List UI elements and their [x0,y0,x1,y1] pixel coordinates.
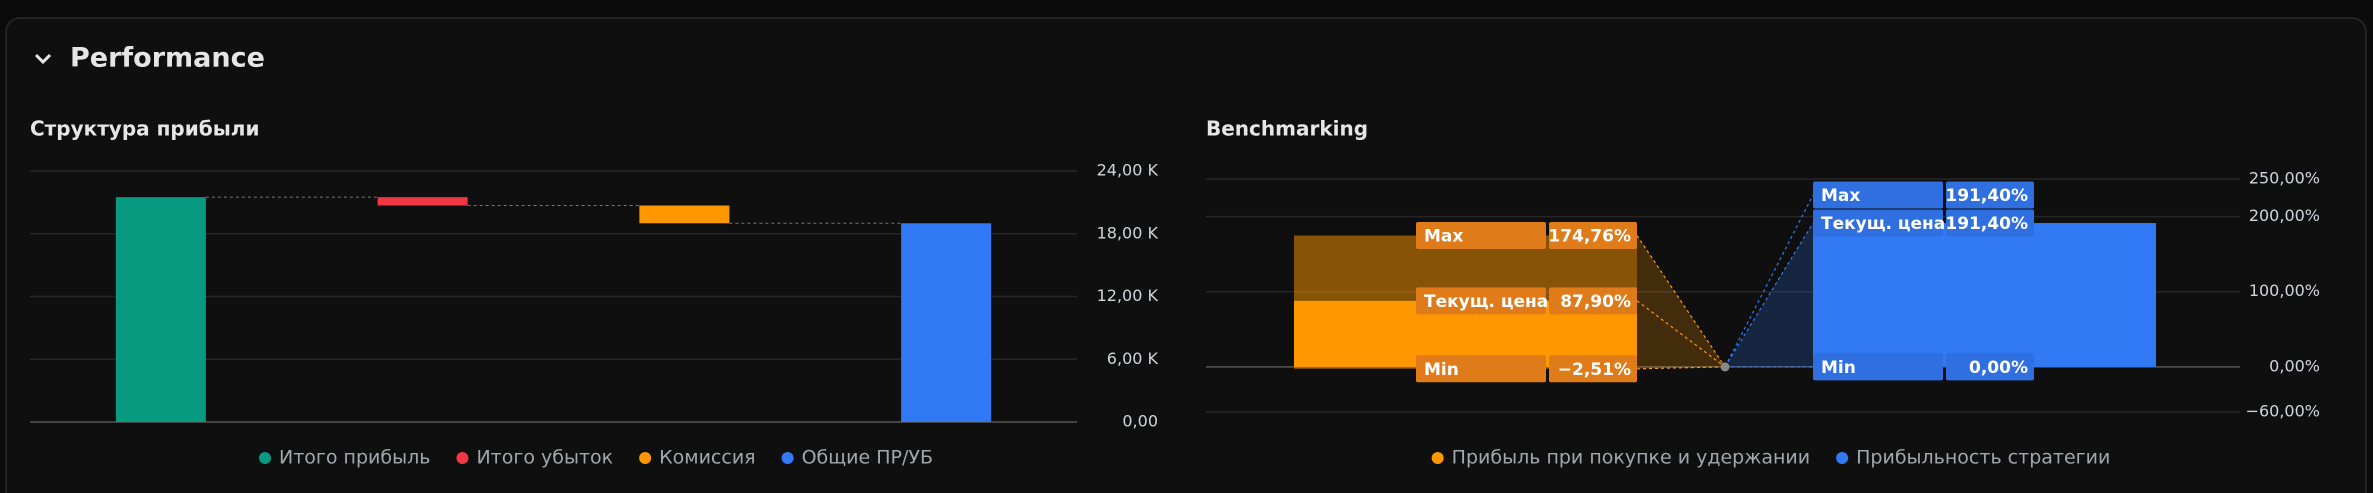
bar [115,197,206,422]
bar [377,197,468,206]
y-tick-label: 0,00% [2269,356,2320,375]
stat-value-box [1549,222,1637,250]
legend-label: Общие ПР/УБ [802,447,933,469]
y-tick-label: 6,00 K [1107,349,1159,368]
current-bar [1813,223,2156,367]
stat-value: 191,40% [1945,214,2028,234]
zero-dot [1720,362,1730,372]
stat-value: 0,00% [1969,358,2028,378]
link-line [1724,194,1814,368]
y-tick-label: 24,00 K [1097,161,1159,180]
stat-value-box [1549,287,1637,315]
y-tick-label: −60,00% [2246,402,2320,421]
bar [639,205,730,224]
link-line [1636,366,1726,370]
stat-value-box [1946,209,2034,237]
y-tick-label: 250,00% [2249,169,2320,188]
stat-value-box [1549,355,1637,383]
stat-value: 174,76% [1548,227,1631,247]
legend-dot [1431,452,1444,464]
legend-label: Итого прибыль [279,447,430,469]
y-tick-label: 18,00 K [1097,223,1159,242]
legend-dot [639,452,652,464]
y-tick-label: 12,00 K [1097,286,1159,305]
stat-name: Min [1424,360,1459,380]
stat-name-box [1813,181,1943,209]
legend-dot [781,452,794,464]
legend: Прибыль при покупке и удержании Прибыльно… [1431,447,2110,469]
chart-title: Benchmarking [1206,117,1368,141]
y-tick-label: 200,00% [2249,206,2320,225]
legend-label: Комиссия [659,447,755,469]
y-tick-label: 100,00% [2249,281,2320,300]
legend: Итого прибыль Итого убыток Комиссия Общие П… [258,447,933,469]
stat-name: Текущ. цена [1424,292,1548,312]
stat-name: Текущ. цена [1821,214,1945,234]
stat-value: 87,90% [1560,292,1631,312]
chart-title: Структура прибыли [30,117,259,141]
legend-label: Прибыльность стратегии [1856,447,2110,469]
legend-dot [1836,452,1849,464]
panel [5,17,2367,493]
stat-name-box [1416,222,1546,250]
collapse-chevron[interactable] [34,53,52,65]
stat-name-box [1416,355,1546,383]
bar [901,223,992,422]
stat-name-box [1416,287,1546,315]
section-title[interactable]: Performance [70,43,265,74]
stat-value-box [1946,181,2034,209]
stat-value: 191,40% [1945,186,2028,206]
stat-value: −2,51% [1558,360,1631,380]
stat-name: Min [1821,358,1856,378]
stat-name: Max [1424,227,1463,247]
stat-value-box [1946,353,2034,381]
link-line [1636,235,1726,368]
stat-name: Max [1821,186,1860,206]
stat-name-box [1813,209,1943,237]
legend-dot [258,452,271,464]
link-line [1724,222,1814,368]
y-tick-label: 0,00 [1122,412,1158,431]
legend-dot [456,452,469,464]
link-line [1636,300,1726,368]
stat-name-box [1813,353,1943,381]
legend-label: Прибыль при покупке и удержании [1452,447,1810,469]
legend-label: Итого убыток [476,447,613,469]
